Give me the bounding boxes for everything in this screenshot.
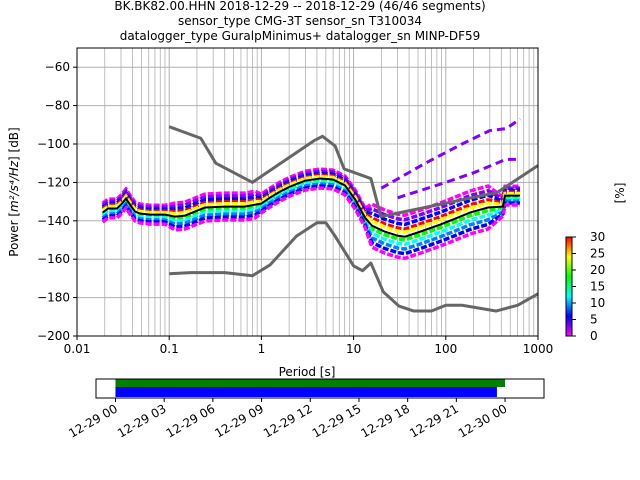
x-axis-ticks: 0.01 0.1 1 10 100 1000 <box>64 336 554 356</box>
coverage-bar-blue <box>115 387 497 397</box>
y-tick-label: −80 <box>45 99 70 113</box>
chart-title: BK.BK82.00.HHN 2018-12-29 -- 2018-12-29 … <box>114 0 485 43</box>
time-tick-label: 12-29 15 <box>310 401 364 440</box>
colorbar-tick-label: 30 <box>590 230 605 244</box>
density-band <box>101 184 521 256</box>
colorbar-ticks: 0 5 10 15 20 25 30 <box>572 230 605 343</box>
x-tick-label: 1000 <box>523 342 554 356</box>
nhnm-line <box>168 125 539 219</box>
y-tick-label: −100 <box>37 137 70 151</box>
nlnm-line <box>169 221 539 313</box>
outlier-trace <box>380 117 521 190</box>
noise-models <box>168 125 539 313</box>
mean-line <box>102 177 521 238</box>
y-tick-label: −140 <box>37 214 70 228</box>
density-band <box>101 169 521 222</box>
colorbar-tick-label: 5 <box>590 313 598 327</box>
time-tick-label: 12-29 12 <box>261 401 315 440</box>
x-axis-label: Period [s] <box>279 365 336 379</box>
y-tick-label: −160 <box>37 252 70 266</box>
time-tick-label: 12-30 00 <box>456 401 510 440</box>
coverage-frame <box>95 378 545 399</box>
y-tick-label: −180 <box>37 291 70 305</box>
x-tick-label: 0.01 <box>64 342 91 356</box>
time-tick-label: 12-29 21 <box>407 401 461 440</box>
density-band <box>101 178 521 242</box>
grid <box>76 48 538 337</box>
colorbar-tick-label: 25 <box>590 247 605 261</box>
plot-frame <box>76 47 539 337</box>
x-tick-label: 0.1 <box>160 342 179 356</box>
title-line-2: sensor_type CMG-3T sensor_sn T310034 <box>178 14 422 28</box>
colorbar-tick-label: 15 <box>590 280 605 294</box>
colorbar-tick-label: 20 <box>590 263 605 277</box>
y-tick-label: −120 <box>37 175 70 189</box>
colorbar-label: [%] <box>613 183 627 204</box>
colorbar-gradient <box>565 236 573 337</box>
time-tick-label: 12-29 06 <box>164 401 218 440</box>
y-axis-label: Power [m²/s⁴/Hz] [dB] <box>7 127 21 256</box>
outlier-trace <box>397 157 521 200</box>
density-band <box>101 171 521 227</box>
time-tick-label: 12-29 09 <box>212 401 266 440</box>
x-tick-label: 100 <box>434 342 457 356</box>
title-line-1: BK.BK82.00.HHN 2018-12-29 -- 2018-12-29 … <box>114 0 485 13</box>
x-tick-label: 1 <box>258 342 266 356</box>
mean-curve <box>102 177 521 238</box>
density-band <box>101 186 521 261</box>
density-band <box>101 180 521 247</box>
colorbar: 0 5 10 15 20 25 30 [%] <box>565 183 627 343</box>
x-tick-label: 10 <box>346 342 361 356</box>
coverage-bar-green <box>115 379 506 387</box>
y-tick-label: −60 <box>45 60 70 74</box>
time-tick-label: 12-29 18 <box>358 401 412 440</box>
y-axis-ticks: −60 −80 −100 −120 −140 −160 −180 −200 <box>37 60 77 343</box>
time-tick-label: 12-29 00 <box>66 401 120 440</box>
density-band <box>101 182 521 251</box>
colorbar-tick-label: 10 <box>590 296 605 310</box>
colorbar-tick-label: 0 <box>590 329 598 343</box>
time-tick-label: 12-29 03 <box>115 401 169 440</box>
title-line-3: datalogger_type GuralpMinimus+ datalogge… <box>120 29 481 43</box>
density-band <box>101 174 521 234</box>
y-tick-label: −200 <box>37 329 70 343</box>
